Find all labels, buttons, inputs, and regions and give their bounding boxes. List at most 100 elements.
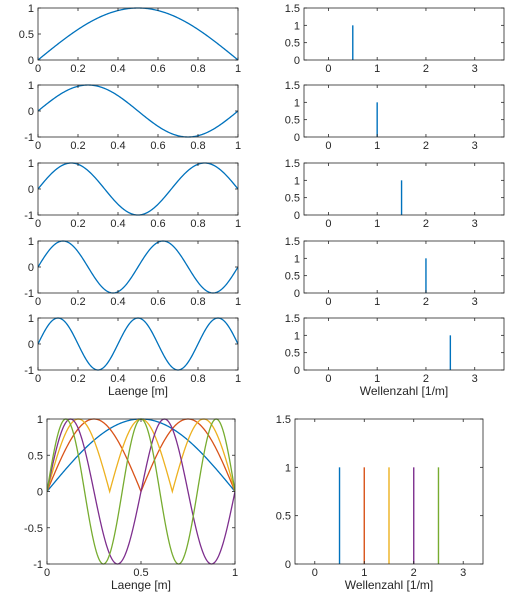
y-tick-label: 0 <box>294 210 300 222</box>
y-tick-label: 0.5 <box>285 115 300 127</box>
y-tick-label: 0 <box>294 365 300 377</box>
x-tick-label: 0.4 <box>110 373 125 385</box>
x-tick-label: 0.8 <box>190 63 205 75</box>
y-tick-label: 0.5 <box>285 271 300 283</box>
y-tick-label: 0.5 <box>28 450 43 462</box>
x-tick-label: 1 <box>374 63 380 75</box>
x-axis-label: Wellenzahl [1/m] <box>360 384 448 398</box>
x-tick-label: 3 <box>472 63 478 75</box>
x-tick-label: 0.5 <box>133 567 148 579</box>
x-tick-label: 0.6 <box>150 140 165 152</box>
axes-box <box>303 7 505 61</box>
chart-LB: 0 0.5 1 -1 -0.5 0 0.5 1 Laenge [m] <box>24 414 238 592</box>
chart-L1: 0 0.2 0.4 0.6 0.8 1 0 0.5 1 <box>19 3 241 75</box>
x-tick-label: 0 <box>325 140 331 152</box>
y-tick-label: 0 <box>28 106 34 118</box>
plot-area <box>304 8 504 60</box>
y-tick-label: 0 <box>28 262 34 274</box>
x-tick-label: 0.6 <box>150 373 165 385</box>
data-layer <box>38 84 238 138</box>
y-tick-label: 1 <box>294 97 300 109</box>
plot-area <box>304 318 504 370</box>
y-tick-label: 1.5 <box>285 236 300 248</box>
x-tick-label: 3 <box>472 373 478 385</box>
x-tick-label: 0.6 <box>150 218 165 230</box>
y-tick-label: 1 <box>294 175 300 187</box>
y-tick-label: -1 <box>24 210 34 222</box>
x-tick-label: 0.4 <box>110 218 125 230</box>
x-tick-label: 1 <box>235 296 241 308</box>
x-tick-label: 0.4 <box>110 140 125 152</box>
y-tick-label: -0.5 <box>24 523 43 535</box>
plot-area <box>304 85 504 137</box>
x-tick-label: 3 <box>472 218 478 230</box>
x-tick-label: 0 <box>325 296 331 308</box>
plot-area <box>38 318 238 370</box>
chart-L4: 0 0.2 0.4 0.6 0.8 1-101 <box>24 236 241 308</box>
y-tick-label: 0.5 <box>285 348 300 360</box>
x-tick-label: 3 <box>472 140 478 152</box>
x-tick-label: 0.2 <box>70 373 85 385</box>
y-tick-label: 0 <box>28 339 34 351</box>
axes-box <box>303 240 505 294</box>
x-tick-label: 0 <box>35 218 41 230</box>
y-tick-label: 0 <box>28 55 34 67</box>
x-tick-label: 0.8 <box>190 218 205 230</box>
plot-area <box>38 163 238 215</box>
y-tick-label: -1 <box>24 132 34 144</box>
y-tick-label: 0.5 <box>19 29 34 41</box>
x-tick-label: 0.8 <box>190 140 205 152</box>
y-tick-label: 1 <box>294 253 300 265</box>
y-tick-label: 1 <box>28 313 34 325</box>
x-tick-label: 0.4 <box>110 63 125 75</box>
axes-box <box>303 317 505 371</box>
y-tick-label: 1.5 <box>285 3 300 15</box>
y-tick-label: 1.5 <box>276 414 291 426</box>
x-tick-label: 1 <box>374 373 380 385</box>
axes-box <box>303 84 505 138</box>
x-tick-label: 1 <box>374 140 380 152</box>
series-line-4 <box>47 418 235 565</box>
y-tick-label: 1 <box>37 414 43 426</box>
x-tick-label: 0 <box>325 373 331 385</box>
y-tick-label: 1 <box>28 80 34 92</box>
x-tick-label: 1 <box>361 567 367 579</box>
x-tick-label: 2 <box>411 567 417 579</box>
series-line-1 <box>38 84 238 138</box>
y-tick-label: 0 <box>294 288 300 300</box>
x-axis-label: Wellenzahl [1/m] <box>345 578 433 592</box>
x-tick-label: 0 <box>325 63 331 75</box>
axes-box <box>303 162 505 216</box>
x-tick-label: 0 <box>312 567 318 579</box>
y-tick-label: 1 <box>28 3 34 15</box>
x-tick-label: 1 <box>374 218 380 230</box>
y-tick-label: -1 <box>24 365 34 377</box>
y-tick-label: 1.5 <box>285 80 300 92</box>
x-tick-label: 0.6 <box>150 296 165 308</box>
y-tick-label: 0.5 <box>285 38 300 50</box>
x-tick-label: 0 <box>35 296 41 308</box>
x-axis-label: Laenge [m] <box>108 384 168 398</box>
x-tick-label: 1 <box>235 218 241 230</box>
x-tick-label: 0.2 <box>70 218 85 230</box>
y-tick-label: 1 <box>28 158 34 170</box>
chart-R2: 0 1 2 3 0 0.5 1 1.5 <box>285 80 505 152</box>
x-tick-label: 1 <box>232 567 238 579</box>
y-tick-label: 0.5 <box>285 193 300 205</box>
y-tick-label: -1 <box>33 559 43 571</box>
x-tick-label: 0 <box>35 373 41 385</box>
y-tick-label: 1 <box>294 330 300 342</box>
plot-area <box>38 8 238 60</box>
y-tick-label: 1 <box>28 236 34 248</box>
x-tick-label: 2 <box>423 140 429 152</box>
x-tick-label: 0 <box>44 567 50 579</box>
chart-R5: 0 1 2 3 0 0.5 1 1.5 Wellenzahl [1/m] <box>285 313 505 398</box>
x-tick-label: 3 <box>472 296 478 308</box>
data-layer <box>338 467 440 564</box>
y-tick-label: 0 <box>294 132 300 144</box>
x-axis-label: Laenge [m] <box>111 578 171 592</box>
y-tick-label: 1.5 <box>285 158 300 170</box>
x-tick-label: 2 <box>423 218 429 230</box>
